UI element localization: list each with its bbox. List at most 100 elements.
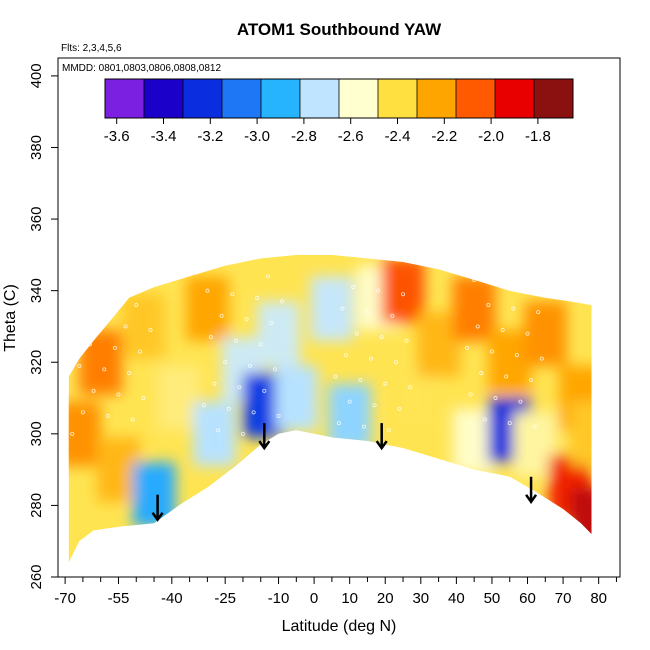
track-marker	[269, 320, 274, 325]
y-axis-label: Theta (C)	[2, 284, 19, 352]
track-marker	[344, 353, 349, 358]
track-marker	[511, 306, 516, 311]
surface-arrow	[258, 423, 271, 451]
track-marker	[102, 367, 107, 372]
field-cell	[523, 301, 567, 366]
track-marker	[504, 374, 509, 379]
track-marker	[336, 421, 341, 426]
x-axis: -70 -55 -40 -25 -10 0 10 20 30 40 50 60 70 80	[54, 577, 617, 607]
x-tick-label: -40	[161, 590, 183, 607]
track-marker	[251, 410, 256, 415]
track-marker	[95, 274, 100, 279]
y-tick-label: 260	[28, 564, 45, 589]
track-marker	[518, 399, 523, 404]
colorbar-label: -2.8	[291, 128, 317, 145]
x-tick-label: 60	[519, 590, 536, 607]
track-marker	[230, 292, 235, 297]
track-marker	[123, 324, 128, 329]
x-tick-label: -10	[268, 590, 290, 607]
track-marker	[205, 288, 210, 293]
track-marker	[393, 360, 398, 365]
track-marker	[500, 328, 505, 333]
track-marker	[276, 413, 281, 418]
track-marker	[262, 388, 267, 393]
track-marker	[354, 331, 359, 336]
track-marker	[493, 396, 498, 401]
y-axis: 260 280 300 320 340 360 380 400	[28, 63, 58, 590]
track-marker	[141, 396, 146, 401]
track-marker	[237, 385, 242, 390]
y-tick-label: 340	[28, 278, 45, 303]
track-marker	[130, 417, 135, 422]
track-marker	[397, 406, 402, 411]
track-marker	[351, 285, 356, 290]
field-cell	[310, 276, 354, 341]
track-marker	[137, 349, 142, 354]
colorbar-segment	[222, 79, 262, 118]
y-tick-label: 380	[28, 135, 45, 160]
track-marker	[390, 313, 395, 318]
field-cell	[513, 412, 556, 477]
track-marker	[372, 403, 377, 408]
track-marker	[201, 403, 206, 408]
track-marker	[482, 417, 487, 422]
track-marker	[127, 370, 132, 375]
track-marker	[514, 353, 519, 358]
track-marker	[240, 431, 245, 436]
field-cell	[381, 258, 425, 323]
track-marker	[333, 374, 338, 379]
x-tick-label: 0	[310, 590, 318, 607]
track-marker	[116, 392, 121, 397]
track-marker	[465, 345, 470, 350]
colorbar-segment	[417, 79, 457, 118]
y-tick-label: 320	[28, 350, 45, 375]
x-tick-label: 20	[377, 590, 394, 607]
colorbar-segment	[261, 79, 301, 118]
field-cell	[257, 301, 300, 366]
colorbar-segment	[105, 79, 145, 118]
track-marker	[84, 295, 89, 300]
track-marker	[255, 295, 260, 300]
track-marker	[386, 428, 391, 433]
y-tick-label: 360	[28, 207, 45, 232]
dates-note: MMDD: 0801,0803,0806,0808,0812	[62, 63, 221, 74]
x-tick-label: 70	[555, 590, 572, 607]
track-marker	[91, 388, 96, 393]
track-marker	[376, 288, 381, 293]
track-marker	[216, 428, 221, 433]
x-tick-label: 40	[448, 590, 465, 607]
plot-frame	[57, 57, 621, 578]
track-marker	[272, 367, 277, 372]
track-marker	[358, 378, 363, 383]
field-cell	[68, 401, 101, 467]
surface-arrow	[151, 494, 164, 522]
track-marker	[280, 299, 285, 304]
field-cell	[328, 383, 372, 449]
colorbar-label: -3.6	[104, 128, 130, 145]
colorbar-segment	[183, 79, 223, 118]
field-cell	[79, 330, 123, 395]
track-marker	[219, 313, 224, 318]
track-marker	[134, 302, 139, 307]
track-marker	[70, 431, 75, 436]
track-marker	[258, 342, 263, 347]
surface-arrow	[525, 476, 538, 504]
colorbar-label: -3.4	[151, 128, 177, 145]
track-marker	[475, 324, 480, 329]
field-cell	[132, 462, 176, 527]
x-tick-label: 50	[484, 590, 501, 607]
flight-track-markers	[70, 274, 544, 436]
colorbar-label: -2.0	[478, 128, 504, 145]
track-marker	[489, 349, 494, 354]
track-marker	[80, 410, 85, 415]
field-cell	[193, 401, 236, 467]
x-tick-label: -70	[54, 590, 76, 607]
arrows-layer	[151, 423, 538, 522]
data-field	[68, 254, 592, 563]
track-marker	[539, 356, 544, 361]
track-marker	[148, 328, 153, 333]
track-marker	[212, 381, 217, 386]
x-axis-label: Latitude (deg N)	[282, 618, 397, 635]
colorbar-segment	[456, 79, 496, 118]
